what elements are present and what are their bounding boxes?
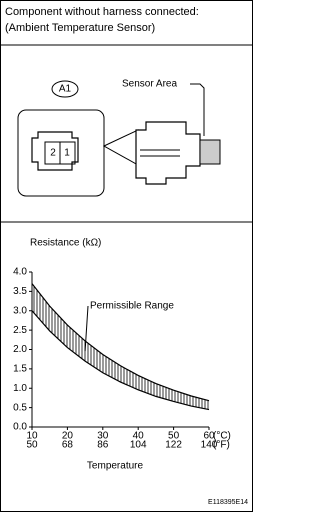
- x-tick-label-secondary: 140: [201, 440, 218, 451]
- x-tick-label-secondary: 122: [165, 440, 182, 451]
- x-tick-label: 30: [97, 431, 109, 442]
- pin-number: 2: [50, 148, 56, 159]
- annotation-leader: [84, 305, 89, 352]
- x-tick-label: 60: [203, 431, 215, 442]
- annotation: Permissible Range: [90, 301, 174, 312]
- x-tick-label: 40: [133, 431, 145, 442]
- y-tick-label: 1.5: [13, 364, 27, 375]
- y-tick-label: 3.5: [13, 286, 27, 297]
- y-tick-label: 0.0: [13, 422, 27, 433]
- x-unit: (°C): [213, 431, 231, 442]
- x-tick-label-secondary: 50: [26, 440, 38, 451]
- y-tick-label: 1.0: [13, 383, 27, 394]
- connector-box: [17, 109, 105, 197]
- x-tick-label-secondary: 104: [130, 440, 147, 451]
- header-line: (Ambient Temperature Sensor): [5, 22, 155, 34]
- x-unit-secondary: (°F): [213, 440, 230, 451]
- band-upper: [31, 283, 210, 402]
- sensor-tip: [199, 139, 221, 165]
- y-tick-label: 4.0: [13, 267, 27, 278]
- y-tick-label: 0.5: [13, 402, 27, 413]
- connector-face: [31, 131, 79, 171]
- sensor-label: Sensor Area: [122, 79, 177, 90]
- page: Component without harness connected: (Am…: [0, 0, 253, 512]
- x-tick-label-secondary: 86: [97, 440, 109, 451]
- x-tick-label: 20: [62, 431, 74, 442]
- y-tick-label: 3.0: [13, 305, 27, 316]
- connector-label: A1: [59, 84, 72, 95]
- x-axis-label: Temperature: [87, 461, 144, 472]
- chart-title: Resistance (kΩ): [30, 238, 101, 249]
- frame: [0, 0, 253, 512]
- x-tick-label: 10: [26, 431, 38, 442]
- band-lower: [31, 310, 210, 411]
- band-area: [32, 283, 209, 410]
- header-line: Component without harness connected:: [5, 6, 199, 18]
- sensor-body: [135, 121, 201, 185]
- leader-line: [190, 83, 205, 136]
- x-tick-label: 50: [168, 431, 180, 442]
- y-tick-label: 2.5: [13, 325, 27, 336]
- label-circle: [51, 80, 79, 98]
- x-tick-label-secondary: 68: [62, 440, 74, 451]
- pin-number: 1: [64, 148, 70, 159]
- y-tick-label: 2.0: [13, 344, 27, 355]
- figure-code: E118395E14: [208, 499, 248, 506]
